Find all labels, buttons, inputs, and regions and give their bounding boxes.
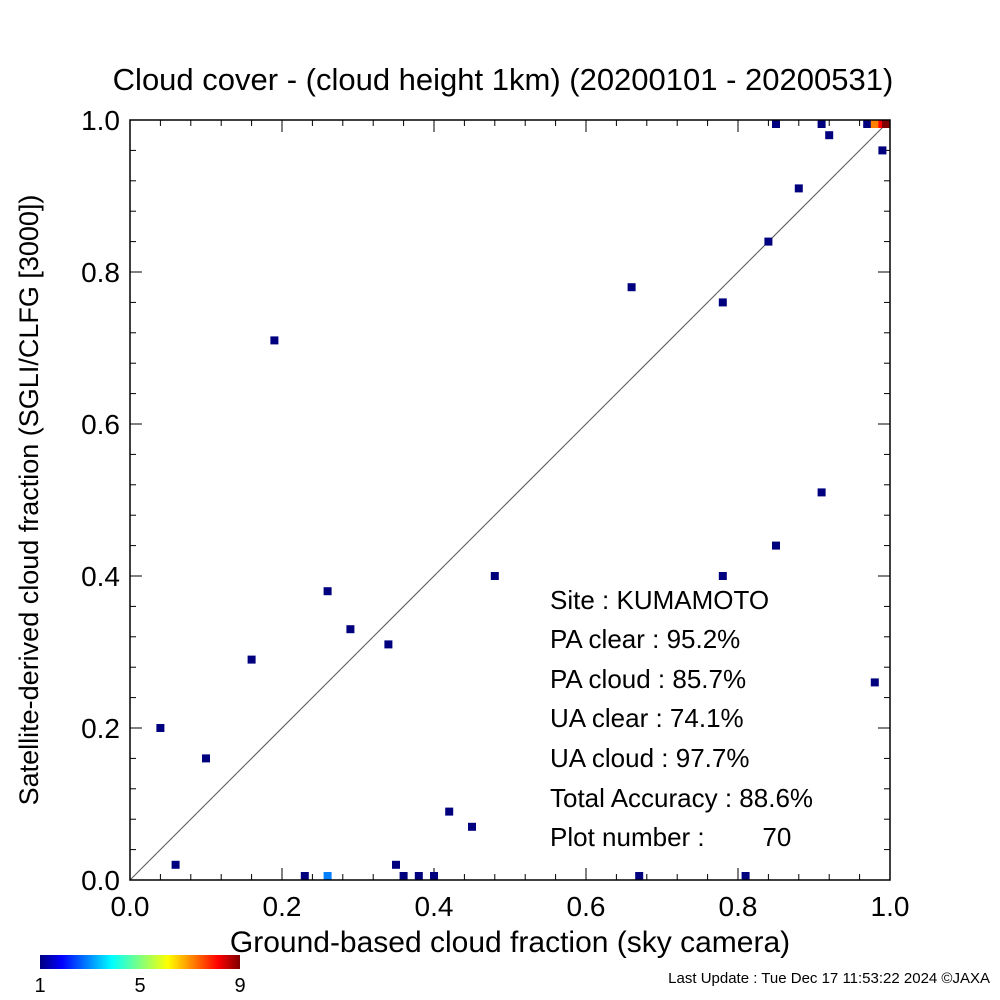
data-point — [870, 120, 879, 128]
x-tick-label: 0.8 — [719, 891, 758, 922]
data-point — [794, 184, 803, 193]
colorbar-gradient — [40, 955, 240, 969]
data-point — [202, 754, 210, 763]
data-point — [772, 541, 780, 550]
data-point — [741, 872, 750, 880]
stat-ua-clear: UA clear : 74.1% — [550, 703, 744, 733]
one-to-one-reference-line — [129, 119, 891, 881]
data-point — [718, 298, 727, 307]
y-axis-label: Satellite-derived cloud fraction (SGLI/C… — [14, 195, 44, 806]
stat-total-accuracy: Total Accuracy : 88.6% — [550, 783, 813, 813]
y-tick-label: 0.6 — [81, 409, 120, 440]
stat-plot-number: Plot number : 70 — [550, 822, 791, 852]
stat-pa-cloud: PA cloud : 85.7% — [550, 664, 746, 694]
y-tick-label: 1.0 — [81, 105, 120, 136]
data-point — [772, 120, 780, 128]
x-tick-labels: 0.0 0.2 0.4 0.6 0.8 1.0 — [111, 891, 910, 922]
data-point — [878, 146, 887, 155]
data-point — [399, 872, 408, 880]
data-point — [817, 120, 826, 128]
data-point — [627, 283, 636, 292]
data-point — [825, 131, 834, 140]
colorbar: 1 5 9 — [34, 955, 246, 997]
data-point — [323, 872, 332, 880]
data-point — [300, 872, 309, 880]
x-tick-label: 0.0 — [111, 891, 150, 922]
stat-pa-clear: PA clear : 95.2% — [550, 624, 740, 654]
data-point — [764, 237, 773, 246]
stat-ua-cloud: UA cloud : 97.7% — [550, 743, 749, 773]
data-point — [270, 336, 279, 345]
stat-site: Site : KUMAMOTO — [550, 585, 769, 615]
data-point — [445, 807, 454, 816]
data-point — [247, 655, 256, 664]
x-tick-label: 0.4 — [415, 891, 454, 922]
y-tick-label: 0.0 — [81, 865, 120, 896]
data-point — [863, 120, 872, 128]
colorbar-label-mid: 5 — [134, 975, 145, 997]
data-point — [392, 860, 400, 869]
data-point — [384, 640, 393, 649]
x-tick-label: 0.6 — [567, 891, 606, 922]
data-point — [490, 572, 499, 580]
data-point — [323, 587, 332, 596]
data-point — [870, 678, 879, 687]
data-point — [156, 724, 165, 732]
data-point — [171, 860, 180, 869]
colorbar-label-max: 9 — [234, 975, 245, 997]
y-tick-label: 0.2 — [81, 713, 120, 744]
data-point — [346, 625, 355, 634]
y-tick-labels: 0.0 0.2 0.4 0.6 0.8 1.0 — [81, 105, 120, 896]
data-point — [817, 488, 826, 497]
x-tick-label: 0.2 — [263, 891, 302, 922]
data-points — [156, 120, 890, 880]
chart-title: Cloud cover - (cloud height 1km) (202001… — [113, 62, 894, 97]
colorbar-label-min: 1 — [34, 975, 45, 997]
x-tick-label: 1.0 — [871, 891, 910, 922]
plot-frame — [129, 119, 891, 881]
data-point — [635, 872, 644, 880]
y-tick-label: 0.4 — [81, 561, 120, 592]
data-point — [430, 872, 438, 880]
data-point — [882, 120, 890, 128]
y-tick-label: 0.8 — [81, 257, 120, 288]
last-update-text: Last Update : Tue Dec 17 11:53:22 2024 ©… — [668, 970, 990, 987]
data-point — [414, 872, 423, 880]
data-point — [718, 572, 727, 580]
x-axis-label: Ground-based cloud fraction (sky camera) — [230, 926, 790, 959]
statistics-panel: Site : KUMAMOTO PA clear : 95.2% PA clou… — [550, 585, 813, 852]
data-point — [468, 822, 476, 831]
